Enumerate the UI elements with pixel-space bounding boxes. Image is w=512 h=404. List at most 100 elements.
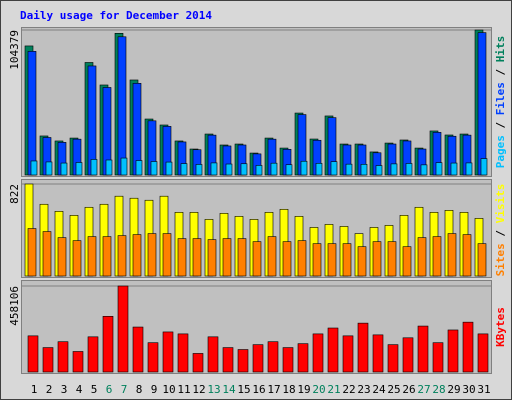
bar [222, 347, 234, 373]
legend-entry: Sites [494, 243, 507, 276]
x-tick-label: 22 [342, 383, 355, 396]
bar [477, 243, 487, 277]
bar [252, 344, 264, 373]
x-tick-label: 31 [477, 383, 490, 396]
bar [102, 316, 114, 373]
x-tick-label: 27 [417, 383, 430, 396]
bar [372, 334, 384, 373]
legend: Sites / Visits [494, 184, 507, 277]
bar [192, 353, 204, 373]
bar [117, 235, 127, 277]
x-tick-label: 26 [402, 383, 415, 396]
x-tick-label: 14 [222, 383, 236, 396]
bar [315, 163, 323, 176]
bar [207, 336, 219, 373]
x-tick-label: 15 [237, 383, 250, 396]
y-tick-label: 458106 [8, 286, 21, 326]
bar [147, 342, 159, 373]
bar [177, 333, 189, 373]
bar [450, 162, 458, 176]
bar [207, 239, 217, 277]
bar [195, 164, 203, 176]
x-tick-label: 4 [76, 383, 83, 396]
bar [402, 246, 412, 277]
chart-title: Daily usage for December 2014 [20, 9, 212, 22]
bar [42, 231, 52, 277]
bar [477, 333, 489, 373]
bar [27, 228, 37, 277]
x-tick-label: 3 [61, 383, 68, 396]
bar [27, 51, 37, 176]
x-tick-label: 24 [372, 383, 386, 396]
bar [432, 342, 444, 373]
bar [72, 240, 82, 277]
bar [252, 241, 262, 277]
bar [477, 32, 487, 176]
bar [312, 243, 322, 277]
bar [90, 159, 98, 176]
bar [57, 341, 69, 373]
bar [402, 337, 414, 373]
bar [120, 157, 128, 176]
bar [447, 329, 459, 373]
bar [417, 237, 427, 277]
x-tick-label: 9 [151, 383, 158, 396]
bar [132, 326, 144, 373]
bar [180, 163, 188, 176]
bar [135, 160, 143, 176]
bar [237, 349, 249, 373]
bar [297, 240, 307, 277]
bar [330, 161, 338, 176]
x-tick-label: 25 [387, 383, 400, 396]
bar [72, 351, 84, 373]
bar [117, 285, 129, 373]
x-tick-label: 8 [136, 383, 143, 396]
y-tick-label: 822 [8, 184, 21, 204]
legend: Pages / Files / Hits [494, 36, 507, 169]
x-tick-label: 21 [327, 383, 340, 396]
x-tick-label: 28 [432, 383, 445, 396]
x-tick-label: 19 [297, 383, 310, 396]
bar [162, 233, 172, 277]
bar [462, 321, 474, 373]
bar [357, 322, 369, 373]
x-tick-label: 30 [462, 383, 475, 396]
bar [165, 161, 173, 176]
legend-entry: Files [494, 82, 507, 115]
bar [210, 162, 218, 176]
bar [462, 234, 472, 277]
bar [87, 236, 97, 277]
bar [405, 163, 413, 176]
bar [300, 160, 308, 176]
x-tick-label: 6 [106, 383, 113, 396]
x-tick-label: 12 [192, 383, 205, 396]
bar [150, 161, 158, 176]
bar [342, 335, 354, 373]
bar [420, 164, 428, 176]
bar [42, 347, 54, 373]
bar [360, 164, 368, 176]
bar [387, 344, 399, 373]
bar [255, 165, 263, 176]
bar [222, 238, 232, 277]
bar [102, 236, 112, 277]
x-tick-label: 29 [447, 383, 460, 396]
bar [117, 36, 127, 176]
legend-entry: KBytes [494, 307, 507, 347]
legend-entry: Hits [494, 36, 507, 63]
x-tick-label: 18 [282, 383, 295, 396]
bar [387, 241, 397, 277]
bar [297, 343, 309, 373]
x-tick-label: 1 [31, 383, 38, 396]
bar [30, 160, 38, 176]
bar [312, 333, 324, 373]
bar [465, 162, 473, 176]
bar [87, 336, 99, 373]
bar [267, 236, 277, 277]
y-tick-label: 104379 [8, 30, 21, 70]
bar [132, 234, 142, 277]
legend-entry: Visits [494, 184, 507, 224]
bar [327, 327, 339, 373]
x-tick-label: 5 [91, 383, 98, 396]
